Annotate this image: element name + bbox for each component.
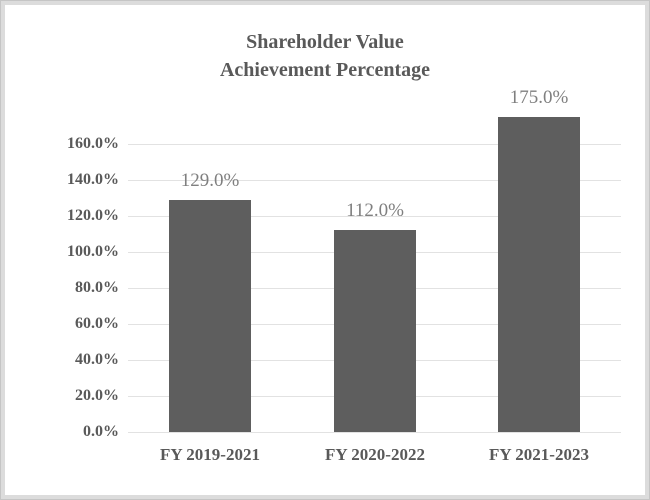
bar-data-label: 112.0% xyxy=(346,200,404,221)
bar-data-label: 129.0% xyxy=(180,170,240,191)
chart-title: Shareholder Value Achievement Percentage xyxy=(1,28,649,84)
bar-data-label: 175.0% xyxy=(509,87,569,108)
x-axis-category-label: FY 2020-2022 xyxy=(325,445,425,464)
y-axis-tick-label: 20.0% xyxy=(75,387,119,404)
y-axis-tick-label: 80.0% xyxy=(75,279,119,296)
y-axis-tick-label: 140.0% xyxy=(67,171,119,188)
gridline xyxy=(128,215,621,217)
x-axis-category-label: FY 2019-2021 xyxy=(160,445,260,464)
bar-FY 2021-2023 xyxy=(498,117,580,432)
gridline xyxy=(128,431,621,433)
gridline xyxy=(128,143,621,145)
y-axis-tick-label: 0.0% xyxy=(83,423,119,440)
chart-title-line1: Shareholder Value xyxy=(246,31,404,53)
chart-title-line2: Achievement Percentage xyxy=(219,59,431,81)
gridline xyxy=(128,179,621,181)
y-axis-tick-label: 120.0% xyxy=(67,207,119,224)
bar-FY 2020-2022 xyxy=(334,230,416,432)
y-axis-tick-label: 40.0% xyxy=(75,351,119,368)
y-axis-tick-label: 60.0% xyxy=(75,315,119,332)
y-axis-tick-label: 100.0% xyxy=(67,243,119,260)
y-axis-tick-label: 160.0% xyxy=(67,135,119,152)
bar-FY 2019-2021 xyxy=(169,200,251,432)
x-axis-category-label: FY 2021-2023 xyxy=(489,445,589,464)
